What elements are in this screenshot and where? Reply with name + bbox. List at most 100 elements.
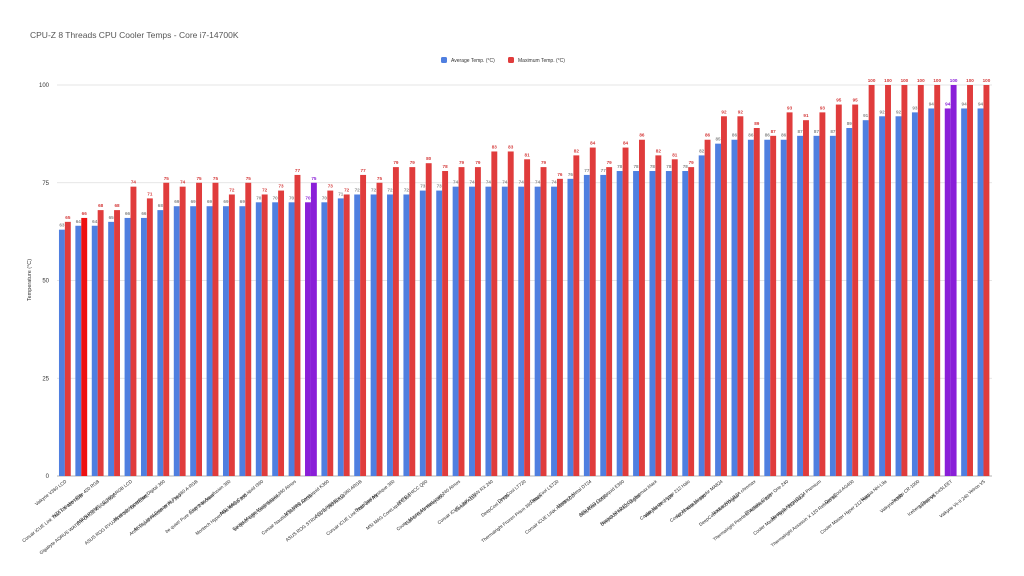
data-label: 68 [98,203,104,208]
bar-maximum [507,151,514,476]
data-label: 85 [715,137,721,142]
bar-maximum [639,139,645,477]
data-label: 69 [174,199,180,204]
bar-average [846,128,853,476]
bar-average [649,171,656,476]
bar-maximum [934,85,941,476]
data-label: 68 [158,203,164,208]
legend: Average Temp. (°C) Maximum Temp. (°C) [441,57,565,64]
x-tick-label: Cooler Master MasterAir MA824 [669,479,724,524]
bar-average [255,202,262,477]
bar-average [108,221,115,476]
bar-average [124,217,131,476]
data-label: 93 [912,105,918,110]
bar-maximum [819,112,826,477]
bar-maximum [294,174,301,476]
bar-maximum [671,159,678,477]
bar-maximum [360,174,367,476]
bar-average [551,186,557,476]
bar-maximum [606,167,613,477]
bar-average [780,139,787,477]
x-tick-label: Montech Metal DT24 [556,479,593,509]
bar-average [190,206,197,476]
data-label: 84 [623,141,629,146]
bar-maximum [196,182,203,476]
bar-maximum [524,159,531,477]
bar-average [288,202,295,477]
bar-maximum [655,155,662,476]
data-label: 74 [535,180,541,185]
data-label: 78 [443,164,449,169]
data-label: 93 [787,105,793,110]
data-label: 78 [666,164,672,169]
data-label: 100 [917,78,925,83]
data-label: 71 [147,191,153,196]
data-label: 87 [798,129,804,134]
x-tick-label: Cooler Master MasterLiquid 240 Atmos [395,478,461,531]
bar-average [813,135,820,476]
bar-average [173,206,180,476]
bar-average [534,186,541,476]
bar-average [485,186,492,476]
bar-maximum [343,194,350,477]
data-label: 79 [393,160,399,165]
data-label: 74 [180,180,186,185]
data-label: 87 [771,129,777,134]
data-label: 95 [853,98,859,103]
data-label: 78 [683,164,689,169]
data-label: 79 [607,160,613,165]
bar-maximum [540,167,547,477]
bar-maximum [425,163,432,476]
x-tick-label: DeepCool LT720 [497,479,528,504]
bar-maximum [835,104,842,477]
data-label: 75 [377,176,383,181]
data-label: 100 [950,78,958,83]
bar-maximum [967,85,973,476]
data-label: 70 [322,195,328,200]
data-label: 84 [590,141,596,146]
bar-average [370,194,377,477]
x-tick-label: Corsair iCUE LINK TITAN RX 240 [436,479,494,526]
data-label: 79 [459,160,465,165]
data-label: 79 [475,160,481,165]
data-label: 72 [355,187,361,192]
bar-maximum [245,182,252,476]
data-label: 77 [295,168,301,173]
data-label: 100 [983,78,991,83]
bar-average [337,198,344,476]
x-tick-label: HYTE THICC Q60 [396,479,429,506]
bar-average [977,108,984,477]
x-tick-label: Cooler Master MasterLiquid 360 Atmos [231,478,297,531]
data-label: 70 [256,195,262,200]
bar-average [911,112,918,477]
data-label: 100 [901,78,909,83]
legend-swatch-maximum [508,57,514,63]
bar-maximum [688,167,695,477]
legend-label-maximum: Maximum Temp. (°C) [518,58,565,64]
data-label: 72 [387,187,393,192]
bar-maximum [376,182,383,476]
data-label: 74 [551,180,557,185]
bar-average [862,120,869,476]
bar-average [567,178,574,476]
data-label: 65 [65,215,71,220]
bar-maximum [97,210,104,476]
data-label: 100 [884,78,892,83]
data-label: 91 [863,113,869,118]
data-label: 75 [246,176,252,181]
data-labels: 6365646664686568667466716875697469756975… [59,78,990,228]
bar-maximum [901,85,908,476]
bar-maximum [803,120,809,476]
bar-average [239,206,246,476]
data-label: 69 [191,199,197,204]
x-tick-label: Noctua NH-D15 G2 chromax.black [599,478,658,526]
x-tick-label: DeepCool LS720 [529,479,560,505]
bar-maximum [64,221,71,476]
data-label: 71 [338,191,344,196]
data-label: 94 [962,101,968,106]
data-label: 65 [109,215,115,220]
data-label: 69 [240,199,246,204]
bar-average [665,171,672,476]
data-label: 82 [699,148,705,153]
